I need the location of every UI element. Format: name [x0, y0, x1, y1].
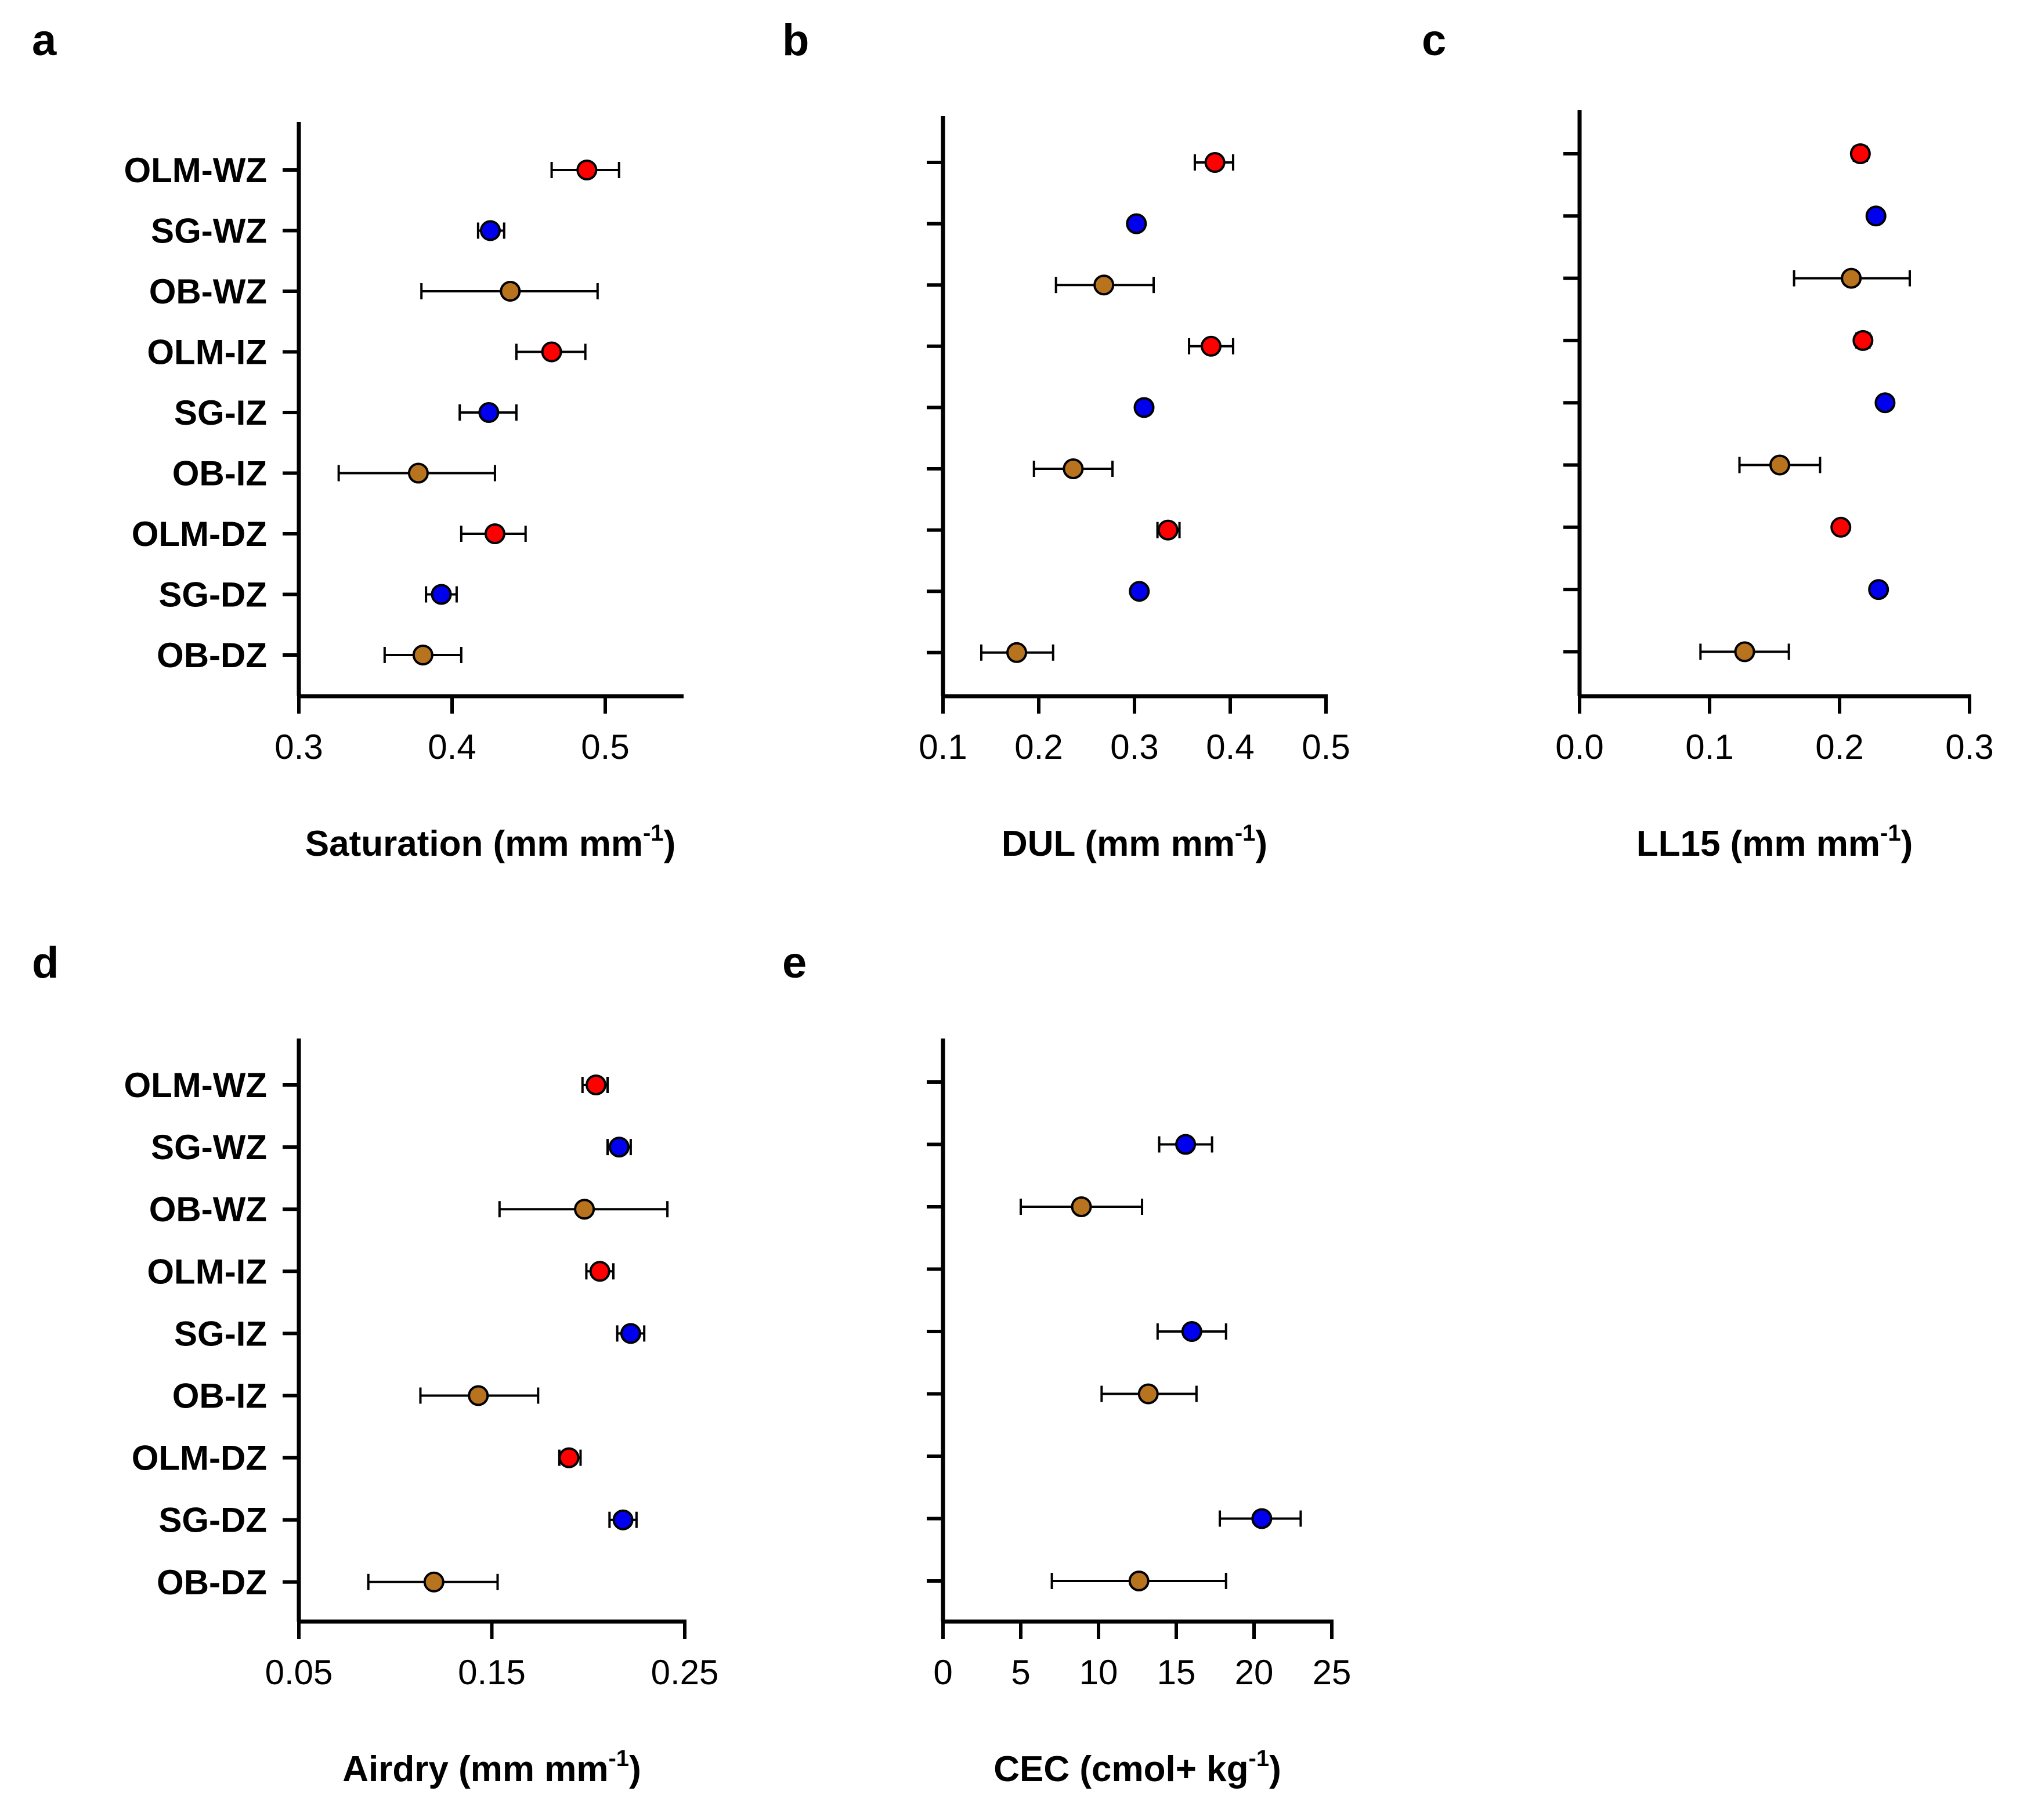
x-tick-label: 0.3 [1945, 728, 1993, 766]
data-point-sg-wz [480, 220, 501, 241]
x-tick-label: 20 [1235, 1653, 1274, 1692]
panel-e: e 0 5 10 15 20 25 CEC (cmol+ kg-1) [782, 938, 1351, 1789]
x-tick-label: 0.5 [581, 728, 629, 766]
x-axis-title: CEC (cmol+ kg-1) [993, 1746, 1281, 1789]
data-point-ob-wz [1093, 274, 1115, 296]
panel-d: d OLM-WZ SG-WZ OB-WZ OLM-IZ SG-IZ OB-IZ OLM-DZ S… [32, 938, 718, 1789]
data-point-sg-iz [1133, 397, 1155, 418]
x-tick-label: 0.2 [1815, 728, 1863, 766]
data-point-olm-wz [1204, 152, 1226, 173]
x-tick-label: 0.5 [1302, 728, 1350, 766]
x-tick-label: 0 [933, 1653, 952, 1692]
panel-letter: d [32, 938, 59, 987]
x-axis-title: DUL (mm mm-1) [1002, 820, 1267, 864]
data-point-sg-dz [1129, 581, 1150, 602]
category-label: SG-DZ [158, 576, 267, 614]
data-point-sg-dz [612, 1509, 634, 1530]
data-point-ob-iz [1063, 458, 1084, 479]
data-point-ob-iz [468, 1385, 489, 1406]
category-label: OLM-DZ [132, 1439, 267, 1478]
data-point-sg-iz [1874, 392, 1896, 414]
x-tick-label: 0.3 [1110, 728, 1158, 766]
category-label: OLM-IZ [147, 333, 267, 372]
data-point-olm-wz [586, 1074, 607, 1095]
data-point-olm-wz [1849, 143, 1871, 164]
panel-letter: c [1422, 16, 1446, 65]
data-point-olm-dz [1157, 519, 1179, 541]
x-tick-label: 0.0 [1555, 728, 1603, 766]
data-point-olm-wz [576, 160, 598, 180]
data-point-sg-wz [608, 1137, 630, 1158]
category-label: OB-WZ [149, 1190, 267, 1229]
category-label: SG-WZ [151, 1128, 267, 1167]
category-label: OB-IZ [172, 1377, 267, 1416]
data-point-olm-dz [1830, 516, 1852, 538]
x-tick-label: 5 [1011, 1653, 1030, 1692]
data-point-ob-iz [1137, 1383, 1159, 1405]
data-point-ob-iz [1769, 454, 1790, 476]
data-point-sg-wz [1175, 1134, 1197, 1155]
data-point-ob-wz [500, 281, 521, 302]
x-tick-label: 0.1 [919, 728, 967, 766]
x-tick-label: 15 [1157, 1653, 1196, 1692]
x-axis-title: Airdry (mm mm-1) [342, 1746, 641, 1789]
panel-letter: e [782, 938, 807, 987]
category-label: OB-DZ [157, 1563, 267, 1602]
data-point-olm-dz [558, 1447, 580, 1468]
data-point-ob-dz [412, 645, 433, 665]
x-tick-label: 0.4 [1206, 728, 1254, 766]
data-point-ob-wz [1071, 1196, 1092, 1217]
data-point-ob-iz [407, 462, 429, 484]
data-point-ob-dz [423, 1571, 445, 1593]
category-label: SG-IZ [174, 393, 267, 432]
category-label: OB-WZ [149, 272, 267, 311]
category-label: OB-DZ [157, 636, 267, 675]
x-tick-label: 25 [1313, 1653, 1352, 1692]
x-tick-label: 0.1 [1685, 728, 1733, 766]
data-point-olm-iz [589, 1261, 610, 1282]
data-point-olm-dz [484, 523, 505, 544]
data-point-sg-dz [1251, 1508, 1273, 1529]
x-tick-label: 0.15 [458, 1653, 526, 1692]
x-tick-label: 0.3 [274, 728, 323, 766]
data-point-olm-iz [541, 341, 562, 363]
x-axis-title: LL15 (mm mm-1) [1636, 820, 1913, 864]
data-point-olm-iz [1201, 335, 1222, 357]
x-tick-label: 0.25 [651, 1653, 719, 1692]
data-point-ob-wz [574, 1199, 595, 1220]
x-tick-label: 0.4 [428, 728, 476, 766]
category-label: OLM-WZ [124, 1066, 267, 1105]
data-point-sg-wz [1126, 213, 1147, 234]
panel-c: c 0.0 0.1 0.2 0.3 LL15 (mm mm-1) [1422, 16, 1994, 864]
data-point-sg-dz [1868, 579, 1889, 600]
data-point-olm-iz [1852, 330, 1874, 351]
data-point-ob-wz [1841, 267, 1862, 289]
category-label: SG-DZ [158, 1501, 267, 1540]
category-label: OLM-IZ [147, 1252, 267, 1291]
x-tick-label: 10 [1079, 1653, 1118, 1692]
x-axis-title: Saturation (mm mm-1) [305, 820, 675, 864]
category-label: OLM-WZ [124, 151, 267, 190]
panel-b: b 0.1 0.2 0.3 0.4 0.5 DUL (mm mm-1) [782, 16, 1350, 864]
data-point-sg-iz [478, 402, 500, 423]
x-tick-label: 0.2 [1014, 728, 1063, 766]
panel-a: a OLM-WZ SG-WZ OB-WZ OLM-IZ SG-IZ OB-IZ OLM-DZ S… [32, 16, 684, 864]
category-label: OLM-DZ [132, 515, 267, 553]
category-label: SG-IZ [174, 1314, 267, 1353]
category-label: OB-IZ [172, 454, 267, 493]
data-point-ob-dz [1006, 642, 1028, 663]
category-label: SG-WZ [151, 212, 267, 251]
panel-letter: a [32, 16, 57, 65]
data-point-sg-iz [620, 1323, 641, 1344]
data-point-sg-iz [1181, 1321, 1202, 1342]
x-tick-label: 0.05 [265, 1653, 333, 1692]
data-point-sg-dz [431, 584, 452, 605]
data-point-ob-dz [1128, 1571, 1150, 1591]
data-point-ob-dz [1734, 641, 1755, 663]
data-point-sg-wz [1865, 205, 1887, 227]
panel-letter: b [782, 16, 809, 65]
